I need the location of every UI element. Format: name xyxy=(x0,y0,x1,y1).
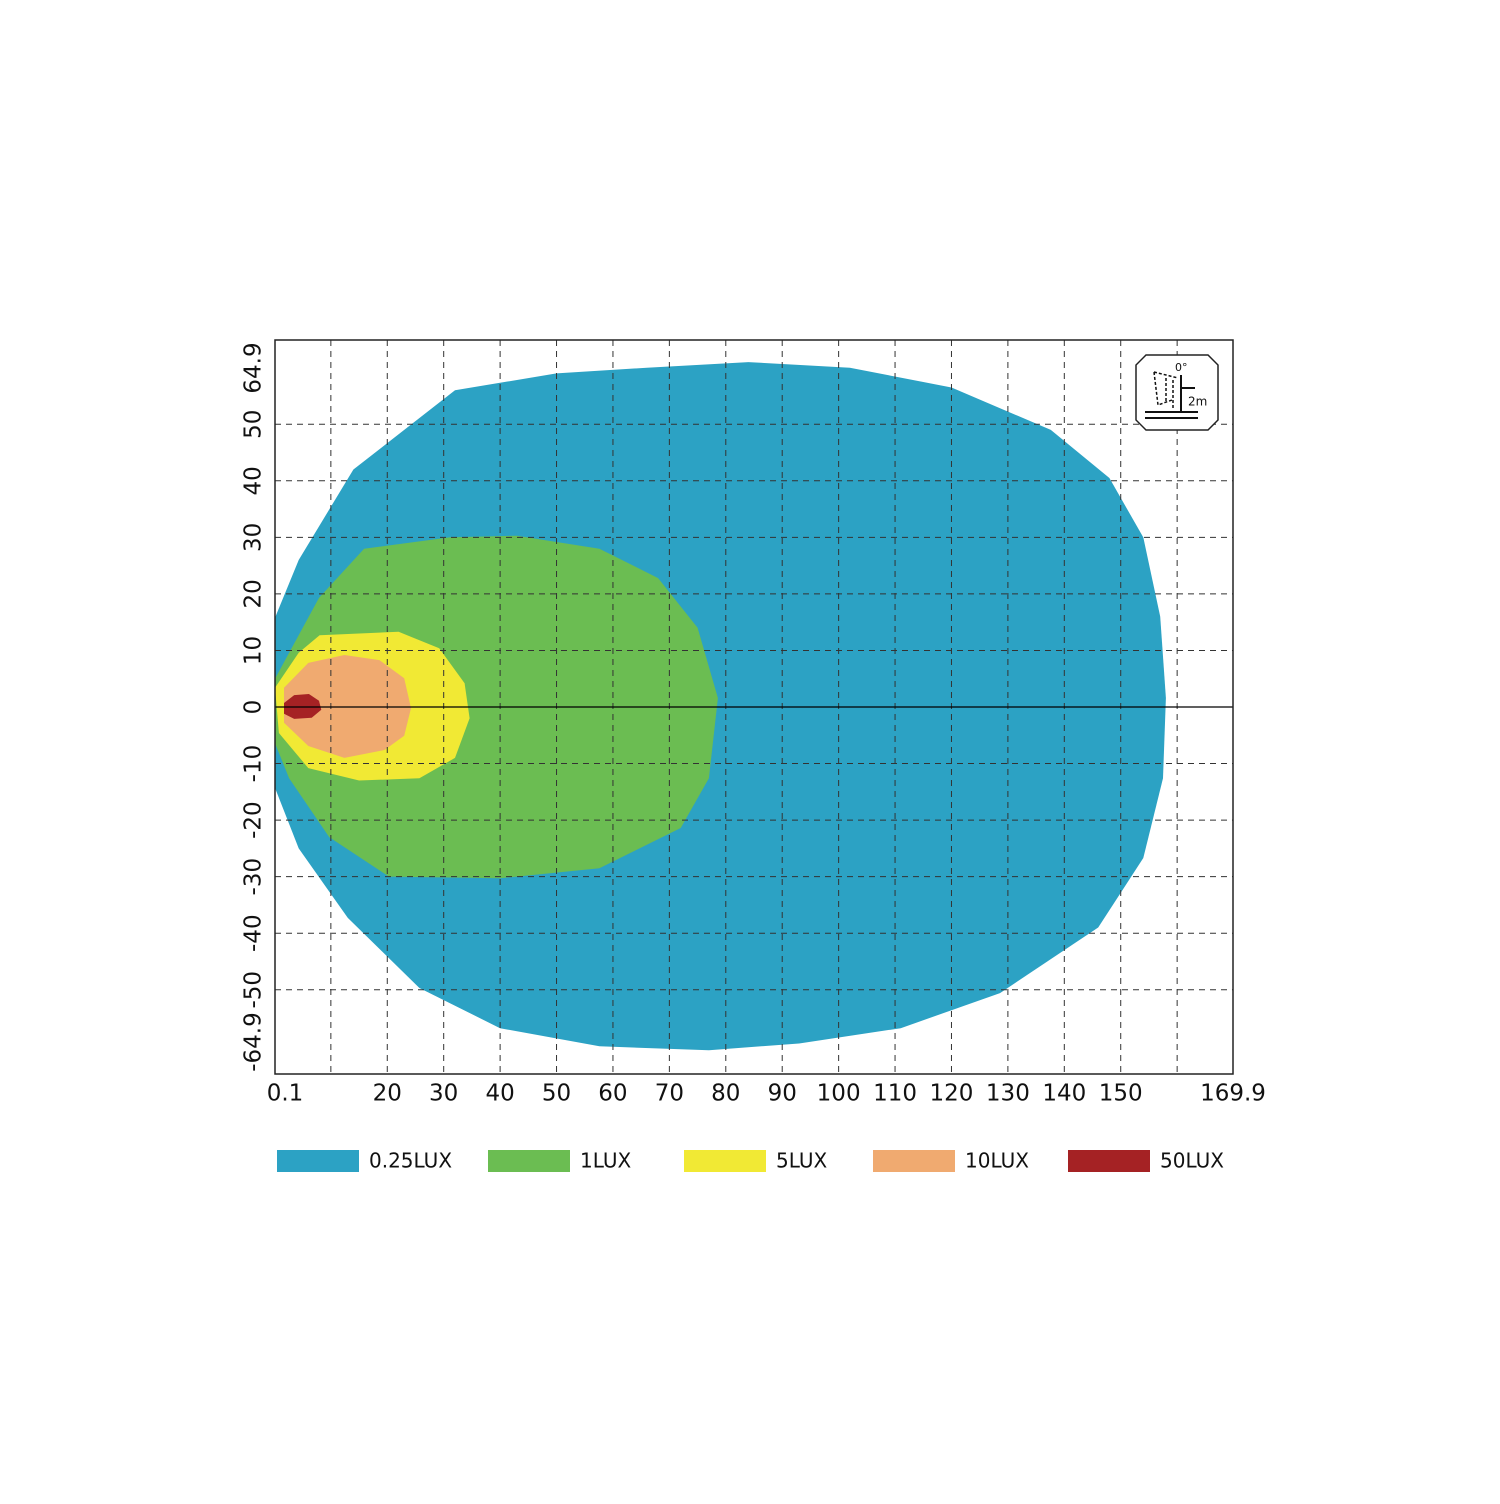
legend-label: 0.25LUX xyxy=(369,1149,452,1173)
x-tick-label: 30 xyxy=(429,1081,458,1107)
y-tick-label: -30 xyxy=(241,858,267,896)
x-tick-label: 80 xyxy=(711,1081,740,1107)
legend-label: 10LUX xyxy=(965,1149,1029,1173)
legend-label: 5LUX xyxy=(776,1149,828,1173)
x-tick-label: 90 xyxy=(768,1081,797,1107)
x-tick-label: 120 xyxy=(930,1081,974,1107)
legend-label: 50LUX xyxy=(1160,1149,1224,1173)
x-tick-label: 110 xyxy=(873,1081,917,1107)
x-tick-label: 140 xyxy=(1042,1081,1086,1107)
legend-swatch xyxy=(684,1150,766,1172)
y-tick-label: -64.9 xyxy=(241,1012,267,1072)
y-tick-label: -10 xyxy=(241,745,267,783)
legend-icon: 0° 2m xyxy=(1135,354,1219,431)
icon-beam xyxy=(1153,371,1179,408)
legend-swatch xyxy=(277,1150,359,1172)
x-tick-label: 169.9 xyxy=(1200,1081,1266,1107)
y-tick-label: -20 xyxy=(241,801,267,839)
y-tick-label: -50 xyxy=(241,971,267,1009)
legend-swatch xyxy=(488,1150,570,1172)
x-tick-label: 0.1 xyxy=(267,1081,304,1107)
legend-swatch xyxy=(1068,1150,1150,1172)
y-tick-label: 50 xyxy=(241,410,267,439)
x-tick-label: 150 xyxy=(1099,1081,1143,1107)
x-tick-label: 40 xyxy=(485,1081,514,1107)
legend-swatch xyxy=(873,1150,955,1172)
icon-height: 2m xyxy=(1188,395,1207,409)
x-tick-label: 70 xyxy=(655,1081,684,1107)
plot-frame xyxy=(274,339,1234,1075)
y-tick-label: 20 xyxy=(241,579,267,608)
x-tick-label: 20 xyxy=(373,1081,402,1107)
x-tick-label: 60 xyxy=(598,1081,627,1107)
y-tick-label: -40 xyxy=(241,914,267,952)
x-tick-label: 50 xyxy=(542,1081,571,1107)
y-tick-label: 30 xyxy=(241,523,267,552)
y-tick-label: 10 xyxy=(241,636,267,665)
legend-label: 1LUX xyxy=(580,1149,632,1173)
y-tick-label: 64.9 xyxy=(241,342,267,393)
y-tick-label: 0 xyxy=(241,700,267,715)
icon-angle: 0° xyxy=(1175,361,1188,374)
x-tick-label: 100 xyxy=(817,1081,861,1107)
y-tick-label: 40 xyxy=(241,466,267,495)
x-tick-label: 130 xyxy=(986,1081,1030,1107)
